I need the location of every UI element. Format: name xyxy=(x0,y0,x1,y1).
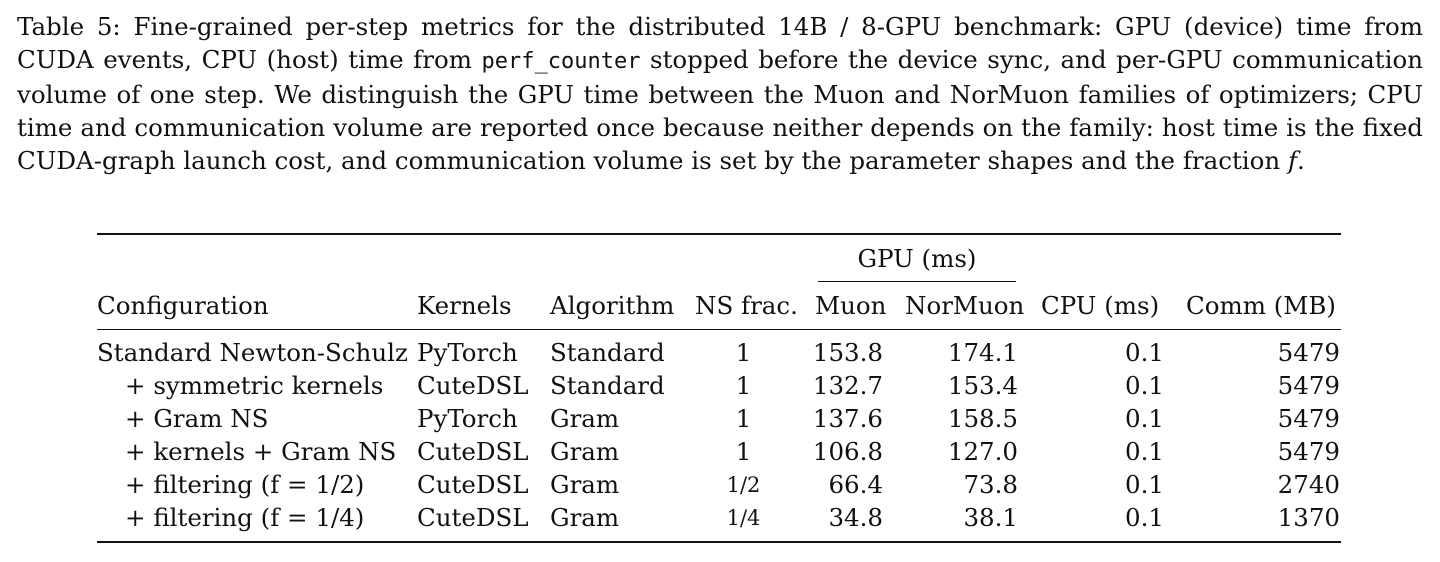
cell-muon: 132.7 xyxy=(812,371,883,400)
cell-muon: 106.8 xyxy=(812,437,883,466)
header-kernels: Kernels xyxy=(417,291,512,320)
cell-algorithm: Standard xyxy=(550,338,665,367)
cell-comm: 1370 xyxy=(1277,503,1340,532)
cell-kernels: CuteDSL xyxy=(417,437,529,466)
gpu-group-header: GPU (ms) xyxy=(857,244,977,273)
cell-configuration: + filtering (f = 1/4) xyxy=(125,503,365,532)
cell-comm: 2740 xyxy=(1277,470,1340,499)
caption-code: perf_counter xyxy=(481,49,641,74)
table-header-rule xyxy=(97,329,1341,331)
cell-cpu: 0.1 xyxy=(1125,371,1164,400)
cell-comm: 5479 xyxy=(1277,437,1340,466)
table-bottom-rule xyxy=(97,541,1341,543)
cell-kernels: CuteDSL xyxy=(417,470,529,499)
cell-kernels: CuteDSL xyxy=(417,371,529,400)
cell-algorithm: Gram xyxy=(550,404,620,433)
cell-normuon: 38.1 xyxy=(963,503,1018,532)
cell-kernels: CuteDSL xyxy=(417,503,529,532)
cell-ns-frac: 1 xyxy=(735,404,752,433)
cell-comm: 5479 xyxy=(1277,371,1340,400)
caption-variable: f xyxy=(1287,146,1298,175)
cell-muon: 137.6 xyxy=(812,404,883,433)
cell-comm: 5479 xyxy=(1277,404,1340,433)
cell-configuration: + Gram NS xyxy=(125,404,269,433)
cell-ns-frac: 1/2 xyxy=(726,473,761,497)
cell-cpu: 0.1 xyxy=(1125,437,1164,466)
header-normuon: NorMuon xyxy=(905,291,1025,320)
cell-kernels: PyTorch xyxy=(417,338,518,367)
cell-normuon: 153.4 xyxy=(947,371,1018,400)
table-top-rule xyxy=(97,233,1341,235)
header-algorithm: Algorithm xyxy=(550,291,675,320)
cell-configuration: + filtering (f = 1/2) xyxy=(125,470,365,499)
cell-configuration: Standard Newton-Schulz xyxy=(97,338,408,367)
caption-text-1: Table 5: Fine-grained per-step metrics f… xyxy=(17,12,1423,74)
caption-text-3: . xyxy=(1297,146,1305,175)
cell-algorithm: Gram xyxy=(550,470,620,499)
cell-comm: 5479 xyxy=(1277,338,1340,367)
cell-muon: 66.4 xyxy=(828,470,883,499)
cell-normuon: 174.1 xyxy=(947,338,1018,367)
header-muon: Muon xyxy=(815,291,887,320)
cell-ns-frac: 1 xyxy=(735,338,752,367)
header-comm: Comm (MB) xyxy=(1186,291,1336,320)
cell-configuration: + symmetric kernels xyxy=(125,371,384,400)
cell-muon: 34.8 xyxy=(828,503,883,532)
cell-algorithm: Gram xyxy=(550,437,620,466)
header-ns-frac: NS frac. xyxy=(695,291,798,320)
header-configuration: Configuration xyxy=(97,291,269,320)
cell-cpu: 0.1 xyxy=(1125,404,1164,433)
cell-algorithm: Gram xyxy=(550,503,620,532)
cell-cpu: 0.1 xyxy=(1125,470,1164,499)
cell-cpu: 0.1 xyxy=(1125,503,1164,532)
cell-normuon: 127.0 xyxy=(947,437,1018,466)
caption-text-2: stopped before the device sync, and per-… xyxy=(17,45,1423,175)
cell-ns-frac: 1 xyxy=(735,437,752,466)
cell-normuon: 73.8 xyxy=(963,470,1018,499)
cell-algorithm: Standard xyxy=(550,371,665,400)
cell-cpu: 0.1 xyxy=(1125,338,1164,367)
cell-kernels: PyTorch xyxy=(417,404,518,433)
header-cpu: CPU (ms) xyxy=(1041,291,1160,320)
cell-ns-frac: 1 xyxy=(735,371,752,400)
cell-ns-frac: 1/4 xyxy=(726,506,761,530)
table-caption: Table 5: Fine-grained per-step metrics f… xyxy=(17,10,1423,177)
cell-muon: 153.8 xyxy=(812,338,883,367)
gpu-group-rule xyxy=(818,281,1016,283)
cell-normuon: 158.5 xyxy=(947,404,1018,433)
cell-configuration: + kernels + Gram NS xyxy=(125,437,397,466)
